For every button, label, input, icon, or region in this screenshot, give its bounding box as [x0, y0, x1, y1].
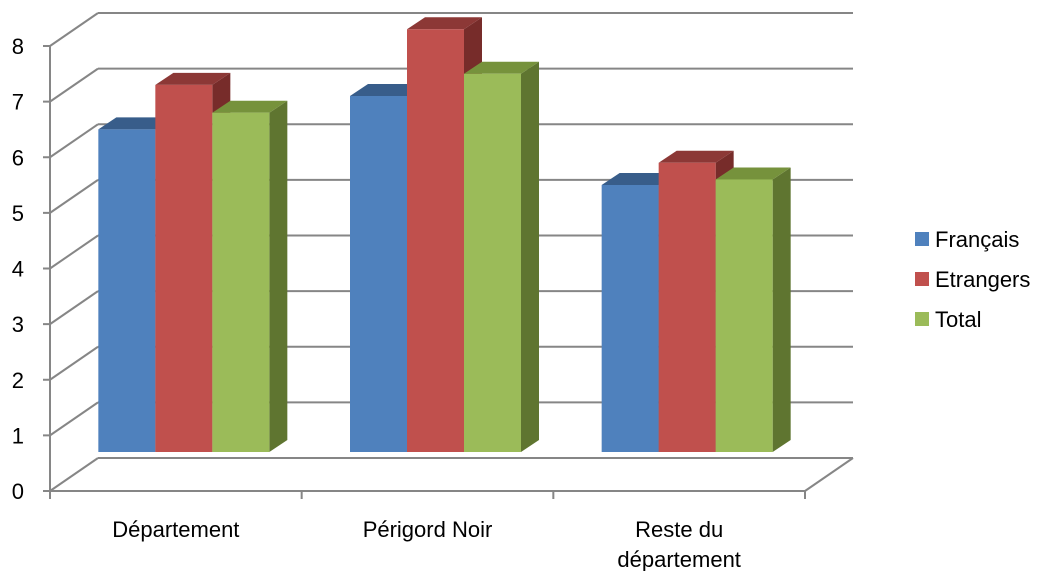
bar-top: [212, 100, 288, 113]
gridline-side: [49, 12, 99, 47]
legend-item: Total: [915, 307, 981, 332]
y-axis: 0 1 2 3 4 5 6 7 8: [12, 34, 806, 504]
y-tick-label: 0: [12, 479, 24, 504]
x-tick-label-line: Périgord Noir: [363, 517, 493, 542]
y-tick-label: 7: [12, 90, 24, 115]
bar-front: [212, 112, 270, 452]
y-tick-label: 2: [12, 368, 24, 393]
bar-top: [464, 61, 539, 74]
legend-label: Français: [935, 227, 1019, 252]
legend-swatch: [915, 232, 929, 246]
legend: Français Etrangers Total: [915, 227, 1030, 332]
bar: [212, 100, 288, 452]
gridline-side: [49, 401, 99, 437]
y-tick-label: 1: [12, 423, 24, 448]
y-tick-label: 4: [12, 257, 24, 282]
x-tick-label-line: département: [617, 547, 741, 571]
bar-front: [601, 185, 659, 452]
floor-edge: [804, 457, 854, 492]
legend-label: Etrangers: [935, 267, 1030, 292]
bar-front: [155, 84, 213, 452]
bar-front: [407, 29, 464, 452]
bar: [464, 61, 539, 452]
x-tick-label: Département: [112, 517, 239, 542]
x-tick-label: Périgord Noir: [363, 517, 493, 542]
bar-top: [658, 150, 734, 163]
gridline-side: [49, 457, 99, 492]
x-tick-label: Reste du département: [617, 517, 741, 571]
x-tick-label-line: Reste du: [635, 517, 723, 542]
bar-front: [350, 96, 407, 452]
y-tick-label: 8: [12, 34, 24, 59]
bar-front: [658, 162, 716, 452]
gridline-side: [49, 67, 99, 103]
legend-item: Français: [915, 227, 1019, 252]
legend-label: Total: [935, 307, 981, 332]
legend-swatch: [915, 312, 929, 326]
bar-top: [601, 173, 677, 185]
gridline-side: [49, 234, 99, 270]
legend-swatch: [915, 272, 929, 286]
legend-item: Etrangers: [915, 267, 1030, 292]
bars: [98, 17, 791, 452]
bar-top: [98, 117, 174, 130]
bar-front: [715, 179, 773, 452]
gridline-side: [49, 345, 99, 381]
bar-top: [715, 167, 791, 180]
bar-top: [155, 72, 231, 85]
bar-front: [464, 73, 521, 452]
gridline-side: [49, 123, 99, 159]
gridline-side: [49, 179, 99, 214]
bar-top: [350, 84, 425, 96]
y-tick-label: 6: [12, 145, 24, 170]
bar-top: [407, 17, 482, 30]
y-tick-label: 3: [12, 312, 24, 337]
y-tick-label: 5: [12, 201, 24, 226]
bar-side: [521, 61, 539, 452]
bar-side: [269, 100, 288, 452]
bar-front: [98, 129, 156, 452]
gridline-side: [49, 290, 99, 325]
bar-side: [772, 167, 791, 452]
bar: [715, 167, 791, 452]
x-axis: Département Périgord Noir Reste du départem…: [112, 517, 741, 571]
x-tick-label-line: Département: [112, 517, 239, 542]
